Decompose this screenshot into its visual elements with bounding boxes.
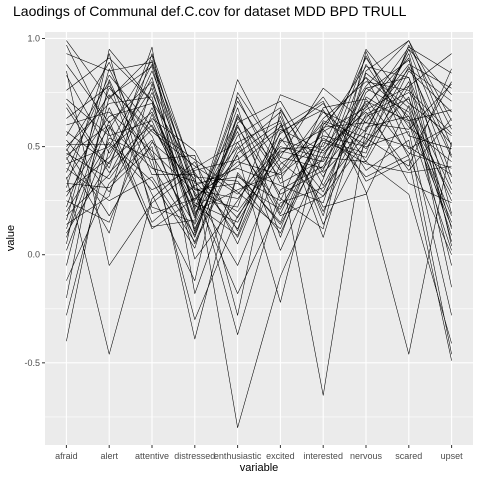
x-tick-label-interested: interested	[303, 451, 343, 461]
series-line-9	[66, 111, 452, 316]
x-tick-label-upset: upset	[441, 451, 464, 461]
series-line-11	[66, 53, 452, 236]
series-line-44	[66, 111, 452, 316]
x-tick-label-excited: excited	[266, 451, 295, 461]
y-tick-label: 1.0	[27, 33, 40, 43]
x-axis-title: variable	[240, 462, 279, 474]
y-axis: -0.5 0.0 0.5 1.0	[24, 33, 45, 368]
y-tick-label: 0.5	[27, 142, 40, 152]
series-line-22	[66, 96, 452, 266]
series-line-34	[66, 68, 452, 251]
series-lines	[66, 40, 452, 428]
series-line-23	[66, 74, 452, 210]
x-axis: afraid alert attentive distressedenthusiast…	[55, 445, 463, 461]
series-line-42	[66, 51, 452, 281]
y-tick-label: -0.5	[24, 358, 40, 368]
series-line-28	[66, 55, 452, 234]
series-line-48	[66, 46, 452, 294]
series-line-18	[66, 44, 452, 230]
x-tick-label-alert: alert	[100, 451, 118, 461]
series-line-33	[66, 92, 452, 294]
series-line-30	[66, 46, 452, 303]
major-gridlines	[45, 32, 473, 445]
y-axis-title: value	[5, 225, 17, 251]
series-line-43	[66, 79, 452, 299]
y-tick-label: 0.0	[27, 250, 40, 260]
series-line-14	[66, 96, 452, 355]
plot-panel	[45, 32, 473, 445]
series-line-45	[66, 59, 452, 342]
series-line-39	[66, 49, 452, 244]
series-line-36	[66, 92, 452, 281]
x-tick-label-afraid: afraid	[55, 451, 78, 461]
series-line-46	[66, 70, 452, 355]
series-line-41	[66, 66, 452, 266]
x-tick-label-scared: scared	[395, 451, 422, 461]
series-line-37	[66, 109, 452, 361]
series-line-5	[66, 53, 452, 238]
series-line-35	[66, 53, 452, 234]
series-line-12	[66, 57, 452, 223]
series-line-24	[66, 59, 452, 355]
x-tick-label-attentive: attentive	[135, 451, 169, 461]
series-line-31	[66, 87, 452, 344]
series-line-16	[66, 68, 452, 238]
chart-title: Laodings of Communal def.C.cov for datas…	[13, 3, 407, 19]
x-tick-label-enthusiastic: enthusiastic	[214, 451, 262, 461]
series-line-4	[66, 57, 452, 247]
x-tick-label-distressed: distressed	[174, 451, 215, 461]
x-tick-label-nervous: nervous	[350, 451, 383, 461]
series-line-15	[66, 77, 452, 335]
series-line-3	[66, 64, 452, 229]
series-line-47	[66, 44, 452, 227]
